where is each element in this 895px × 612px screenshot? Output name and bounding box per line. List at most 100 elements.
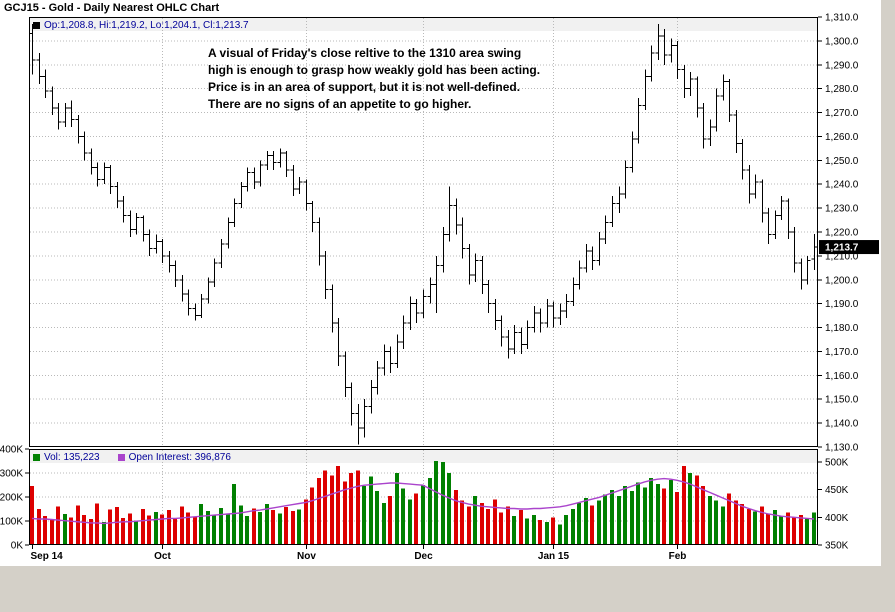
month-tick-label: Feb (669, 551, 687, 562)
oi-tick-label: 450K (825, 485, 849, 496)
volume-bar (252, 508, 256, 544)
volume-bar (571, 509, 575, 544)
month-tick-label: Jan 15 (538, 551, 570, 562)
month-tick-label: Oct (154, 551, 171, 562)
volume-bar (564, 515, 568, 544)
month-tick-label: Dec (414, 551, 433, 562)
volume-bar (43, 516, 47, 544)
volume-bar (486, 509, 490, 544)
volume-bar (30, 486, 34, 544)
volume-bar (173, 518, 177, 544)
volume-bar (454, 489, 458, 544)
volume-bar (760, 506, 764, 544)
volume-bar (291, 510, 295, 544)
volume-bar (362, 486, 366, 544)
price-tick-label: 1,210.0 (825, 251, 859, 262)
volume-bar (480, 503, 484, 544)
volume-bar (258, 511, 262, 544)
volume-bar (512, 516, 516, 544)
volume-bar (786, 512, 790, 544)
price-axis-labels: 1,310.0 1,300.0 1,290.0 1,280.0 1,270.0 1,260… (818, 13, 859, 454)
volume-bar (245, 516, 249, 544)
price-tick-label: 1,270.0 (825, 108, 859, 119)
volume-bar (805, 518, 809, 544)
open-interest-line (31, 477, 815, 525)
volume-bar (623, 486, 627, 544)
volume-bar (421, 485, 425, 544)
volume-bar (656, 483, 660, 544)
volume-bar (753, 511, 757, 544)
price-tick-label: 1,160.0 (825, 371, 859, 382)
oi-tick-label: 350K (825, 541, 849, 552)
volume-bar (519, 510, 523, 544)
volume-bar (779, 516, 783, 544)
volume-bar (128, 513, 132, 544)
price-tick-label: 1,230.0 (825, 204, 859, 215)
volume-bar (636, 482, 640, 544)
oi-tick-label: 500K (825, 458, 849, 469)
volume-bar (551, 517, 555, 544)
volume-bar (330, 475, 334, 544)
volume-bar (134, 520, 138, 544)
volume-bar (630, 491, 634, 544)
volume-bar (180, 506, 184, 544)
volume-bar (82, 515, 86, 544)
price-tick-label: 1,260.0 (825, 132, 859, 143)
price-panel-border (29, 17, 818, 447)
month-tick-label: Sep 14 (31, 551, 64, 562)
volume-bar (747, 509, 751, 544)
month-tick-label: Nov (297, 551, 316, 562)
volume-bar (577, 503, 581, 544)
price-tick-label: 1,250.0 (825, 156, 859, 167)
volume-bar (239, 505, 243, 544)
volume-bar (688, 473, 692, 544)
price-tick-label: 1,280.0 (825, 84, 859, 95)
volume-bar (271, 510, 275, 544)
volume-bar (649, 477, 653, 544)
panel-borders (29, 17, 818, 545)
volume-bar (734, 500, 738, 544)
price-tick-label: 1,190.0 (825, 299, 859, 310)
price-legend-text: Op:1,208.8, Hi:1,219.2, Lo:1,204.1, Cl:1… (44, 20, 249, 31)
open-interest-series-swatch-icon (117, 454, 125, 461)
volume-bar (701, 486, 705, 544)
annotation-line-4: There are no signs of an appetite to go … (208, 97, 472, 111)
volume-bar (714, 500, 718, 544)
price-tick-label: 1,240.0 (825, 180, 859, 191)
volume-bar (812, 512, 816, 544)
price-tick-label: 1,130.0 (825, 443, 859, 454)
volume-bar (349, 473, 353, 544)
volume-bar (382, 503, 386, 544)
volume-bar (375, 491, 379, 544)
volume-bar (37, 509, 41, 544)
volume-bar (95, 503, 99, 544)
volume-bars (30, 461, 816, 544)
volume-bar (532, 515, 536, 544)
volume-series-swatch-icon (33, 454, 40, 461)
annotation-line-2: high is enough to grasp how weakly gold … (208, 63, 541, 77)
volume-bar (460, 500, 464, 544)
volume-bar (108, 509, 112, 544)
volume-bar (369, 476, 373, 544)
volume-bar (199, 504, 203, 544)
volume-bar (643, 487, 647, 544)
volume-bar (193, 516, 197, 544)
ohlc-series-swatch-icon (33, 22, 40, 29)
volume-bar (473, 495, 477, 544)
volume-bar (662, 488, 666, 544)
volume-bar (56, 506, 60, 544)
volume-bar (154, 511, 158, 544)
price-tag: 1,213.7 (819, 240, 879, 255)
volume-bar (799, 515, 803, 544)
volume-bar (167, 510, 171, 544)
volume-bar (297, 509, 301, 544)
volume-bar (506, 506, 510, 544)
volume-bar (603, 494, 607, 544)
volume-bar (610, 489, 614, 544)
volume-bar (428, 477, 432, 544)
volume-bar (682, 465, 686, 544)
price-tick-label: 1,200.0 (825, 275, 859, 286)
volume-bar (336, 465, 340, 544)
price-tick-label: 1,290.0 (825, 60, 859, 71)
